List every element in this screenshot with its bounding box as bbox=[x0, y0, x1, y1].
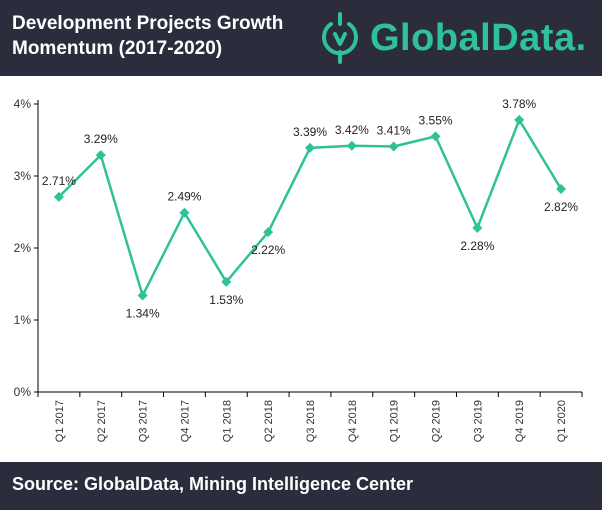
data-point-marker bbox=[430, 131, 441, 142]
brand-name: GlobalData. bbox=[370, 16, 587, 59]
x-tick-label: Q3 2019 bbox=[472, 400, 484, 442]
y-tick-label: 0% bbox=[14, 385, 32, 399]
data-point-marker bbox=[305, 142, 315, 153]
data-label: 3.55% bbox=[419, 113, 453, 127]
y-tick-label: 4% bbox=[14, 97, 32, 111]
data-point-marker bbox=[263, 227, 274, 238]
data-label: 1.34% bbox=[126, 307, 160, 321]
y-tick-label: 2% bbox=[14, 241, 32, 255]
line-chart: 0% 1% 2% 3% 4% Q1 2017 Q2 2017 Q3 2017 Q4 2017 Q1… bbox=[14, 97, 583, 442]
data-label: 3.78% bbox=[502, 97, 536, 111]
data-label: 1.53% bbox=[209, 293, 243, 307]
x-tick-label: Q1 2019 bbox=[389, 400, 401, 442]
data-label: 2.82% bbox=[544, 200, 578, 214]
data-label: 3.42% bbox=[335, 123, 369, 137]
data-label: 3.29% bbox=[84, 132, 118, 146]
title-line-2: Momentum (2017-2020) bbox=[12, 38, 223, 59]
data-point-marker bbox=[179, 207, 190, 218]
data-point-marker bbox=[472, 222, 483, 233]
globaldata-logo-icon bbox=[322, 12, 358, 64]
data-label: 2.71% bbox=[42, 174, 76, 188]
x-tick-label: Q1 2017 bbox=[54, 400, 66, 442]
data-point-marker bbox=[95, 150, 106, 161]
y-tick-label: 3% bbox=[14, 169, 32, 183]
data-label: 3.39% bbox=[293, 125, 327, 139]
x-tick-label: Q4 2017 bbox=[179, 400, 191, 442]
x-tick-label: Q2 2019 bbox=[431, 400, 443, 442]
chart-area: 0% 1% 2% 3% 4% Q1 2017 Q2 2017 Q3 2017 Q4 2017 Q1… bbox=[0, 76, 602, 462]
x-tick-label: Q4 2018 bbox=[347, 400, 359, 442]
x-tick-label: Q3 2018 bbox=[305, 400, 317, 442]
data-label: 2.22% bbox=[251, 243, 285, 257]
data-label: 3.41% bbox=[377, 123, 411, 137]
x-tick-label: Q1 2020 bbox=[556, 400, 568, 442]
data-point-marker bbox=[137, 290, 148, 301]
x-tick-label: Q2 2018 bbox=[263, 400, 275, 442]
x-tick-label: Q2 2017 bbox=[96, 400, 108, 442]
data-point-marker bbox=[221, 276, 232, 287]
data-point-marker bbox=[53, 191, 64, 202]
source-note: Source: GlobalData, Mining Intelligence … bbox=[12, 474, 414, 494]
chart-title: Development Projects Growth Momentum (20… bbox=[12, 11, 302, 61]
x-tick-label: Q1 2018 bbox=[221, 400, 233, 442]
x-tick-label: Q4 2019 bbox=[514, 400, 526, 442]
data-point-marker bbox=[514, 114, 525, 125]
globaldata-logo: GlobalData. bbox=[318, 10, 587, 66]
header-banner: Development Projects Growth Momentum (20… bbox=[0, 0, 602, 76]
data-point-marker bbox=[346, 140, 357, 151]
data-label: 2.28% bbox=[460, 239, 494, 253]
x-tick-label: Q3 2017 bbox=[138, 400, 150, 442]
data-label: 2.49% bbox=[167, 190, 201, 204]
y-tick-label: 1% bbox=[14, 313, 32, 327]
data-point-marker bbox=[388, 141, 399, 152]
title-line-1: Development Projects Growth bbox=[12, 13, 284, 34]
data-point-marker bbox=[556, 183, 567, 194]
footer-banner: Source: GlobalData, Mining Intelligence … bbox=[0, 462, 602, 510]
